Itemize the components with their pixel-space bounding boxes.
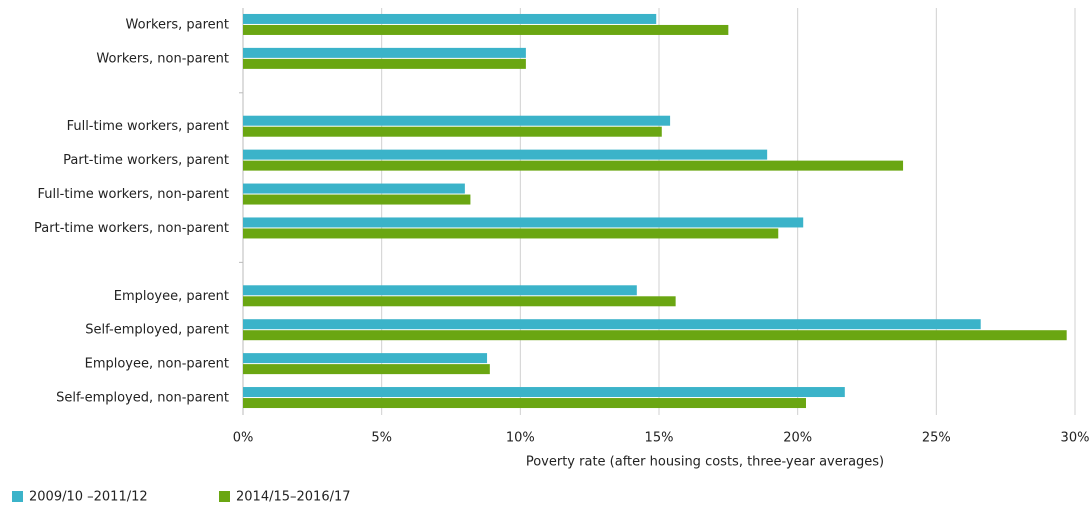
x-tick-label: 25% [922,431,951,446]
bar [243,228,779,239]
x-tick-label: 20% [783,431,812,446]
y-tick-label: Self-employed, non-parent [56,391,229,406]
bar [243,183,465,194]
legend-label: 2009/10 –2011/12 [29,490,148,505]
legend-label: 2014/15–2016/17 [236,490,351,505]
bar [243,319,981,330]
bar [243,387,845,398]
y-tick-label: Part-time workers, parent [63,153,229,168]
bar [243,58,526,69]
bar [243,330,1067,341]
y-tick-label: Workers, non-parent [96,51,229,66]
bar [243,194,471,205]
x-axis-title: Poverty rate (after housing costs, three… [526,455,884,470]
y-tick-label: Part-time workers, non-parent [34,221,229,236]
x-tick-label: 30% [1061,431,1090,446]
bar [243,217,804,228]
bar [243,115,671,126]
bar [243,296,676,307]
bar [243,398,806,409]
bar [243,285,637,296]
bar [243,24,729,35]
bar [243,13,657,24]
y-tick-label: Employee, non-parent [85,357,229,372]
x-tick-label: 15% [645,431,674,446]
bar [243,149,768,160]
y-tick-label: Full-time workers, parent [67,119,229,134]
legend-swatch [12,491,23,502]
x-tick-label: 0% [233,431,254,446]
x-tick-label: 5% [371,431,392,446]
bar [243,353,488,364]
bar [243,47,526,58]
bar [243,160,904,171]
legend-swatch [219,491,230,502]
y-tick-label: Full-time workers, non-parent [37,187,229,202]
y-tick-label: Employee, parent [114,289,229,304]
y-tick-label: Self-employed, parent [85,323,229,338]
bar [243,364,490,375]
bar [243,126,662,137]
y-tick-label: Workers, parent [126,17,229,32]
x-tick-label: 10% [506,431,535,446]
